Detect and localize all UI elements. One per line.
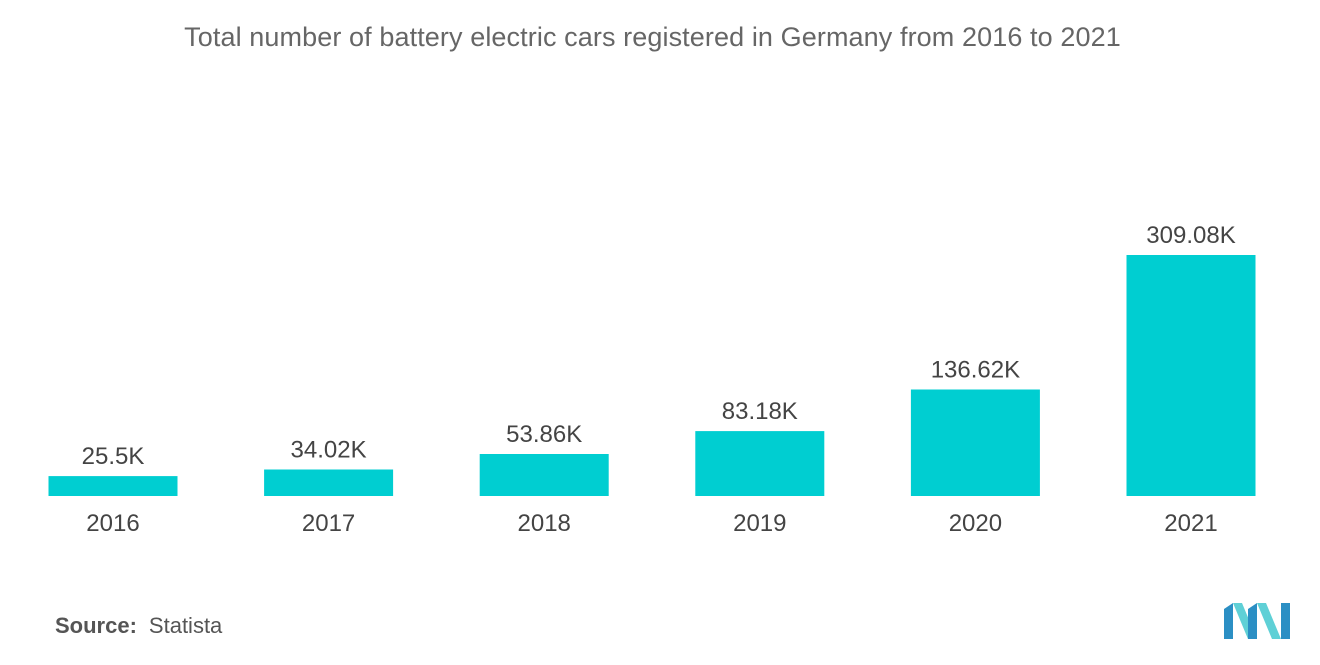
value-label-2021: 309.08K [1146, 222, 1235, 249]
bar-2021 [1126, 255, 1256, 496]
logo-middle-stroke [1248, 603, 1257, 639]
mordor-intelligence-logo-icon [1224, 603, 1290, 639]
bar-2020 [910, 389, 1040, 496]
value-label-2018: 53.86K [506, 421, 582, 448]
bar-2018 [479, 454, 609, 496]
x-tick-label-2020: 2020 [949, 510, 1002, 537]
source-value: Statista [148, 613, 223, 638]
source-label: Source: [55, 613, 137, 638]
x-tick-label-2019: 2019 [733, 510, 786, 537]
value-label-2019: 83.18K [722, 398, 798, 425]
bar-2016 [48, 476, 178, 496]
bar-chart: 25.5K 34.02K 53.86K 83.18K 136.62K 309.08K 20… [48, 222, 1256, 537]
logo-diagonal-right [1257, 603, 1281, 639]
bars-layer [48, 255, 1256, 496]
value-label-2016: 25.5K [82, 443, 145, 470]
x-tick-label-2021: 2021 [1164, 510, 1217, 537]
value-labels-layer: 25.5K 34.02K 53.86K 83.18K 136.62K 309.08K [82, 222, 1236, 470]
x-tick-label-2016: 2016 [86, 510, 139, 537]
logo-right-stroke [1281, 603, 1290, 639]
value-label-2017: 34.02K [291, 437, 367, 464]
bar-2019 [695, 431, 825, 496]
x-tick-label-2018: 2018 [518, 510, 571, 537]
chart-title: Total number of battery electric cars re… [184, 22, 1121, 52]
source-note: Source: Statista [55, 613, 222, 639]
x-tick-label-2017: 2017 [302, 510, 355, 537]
logo-left-stroke [1224, 603, 1233, 639]
bar-2017 [264, 469, 394, 496]
x-axis-ticks-layer: 2016 2017 2018 2019 2020 2021 [86, 510, 1217, 537]
value-label-2020: 136.62K [931, 357, 1020, 384]
